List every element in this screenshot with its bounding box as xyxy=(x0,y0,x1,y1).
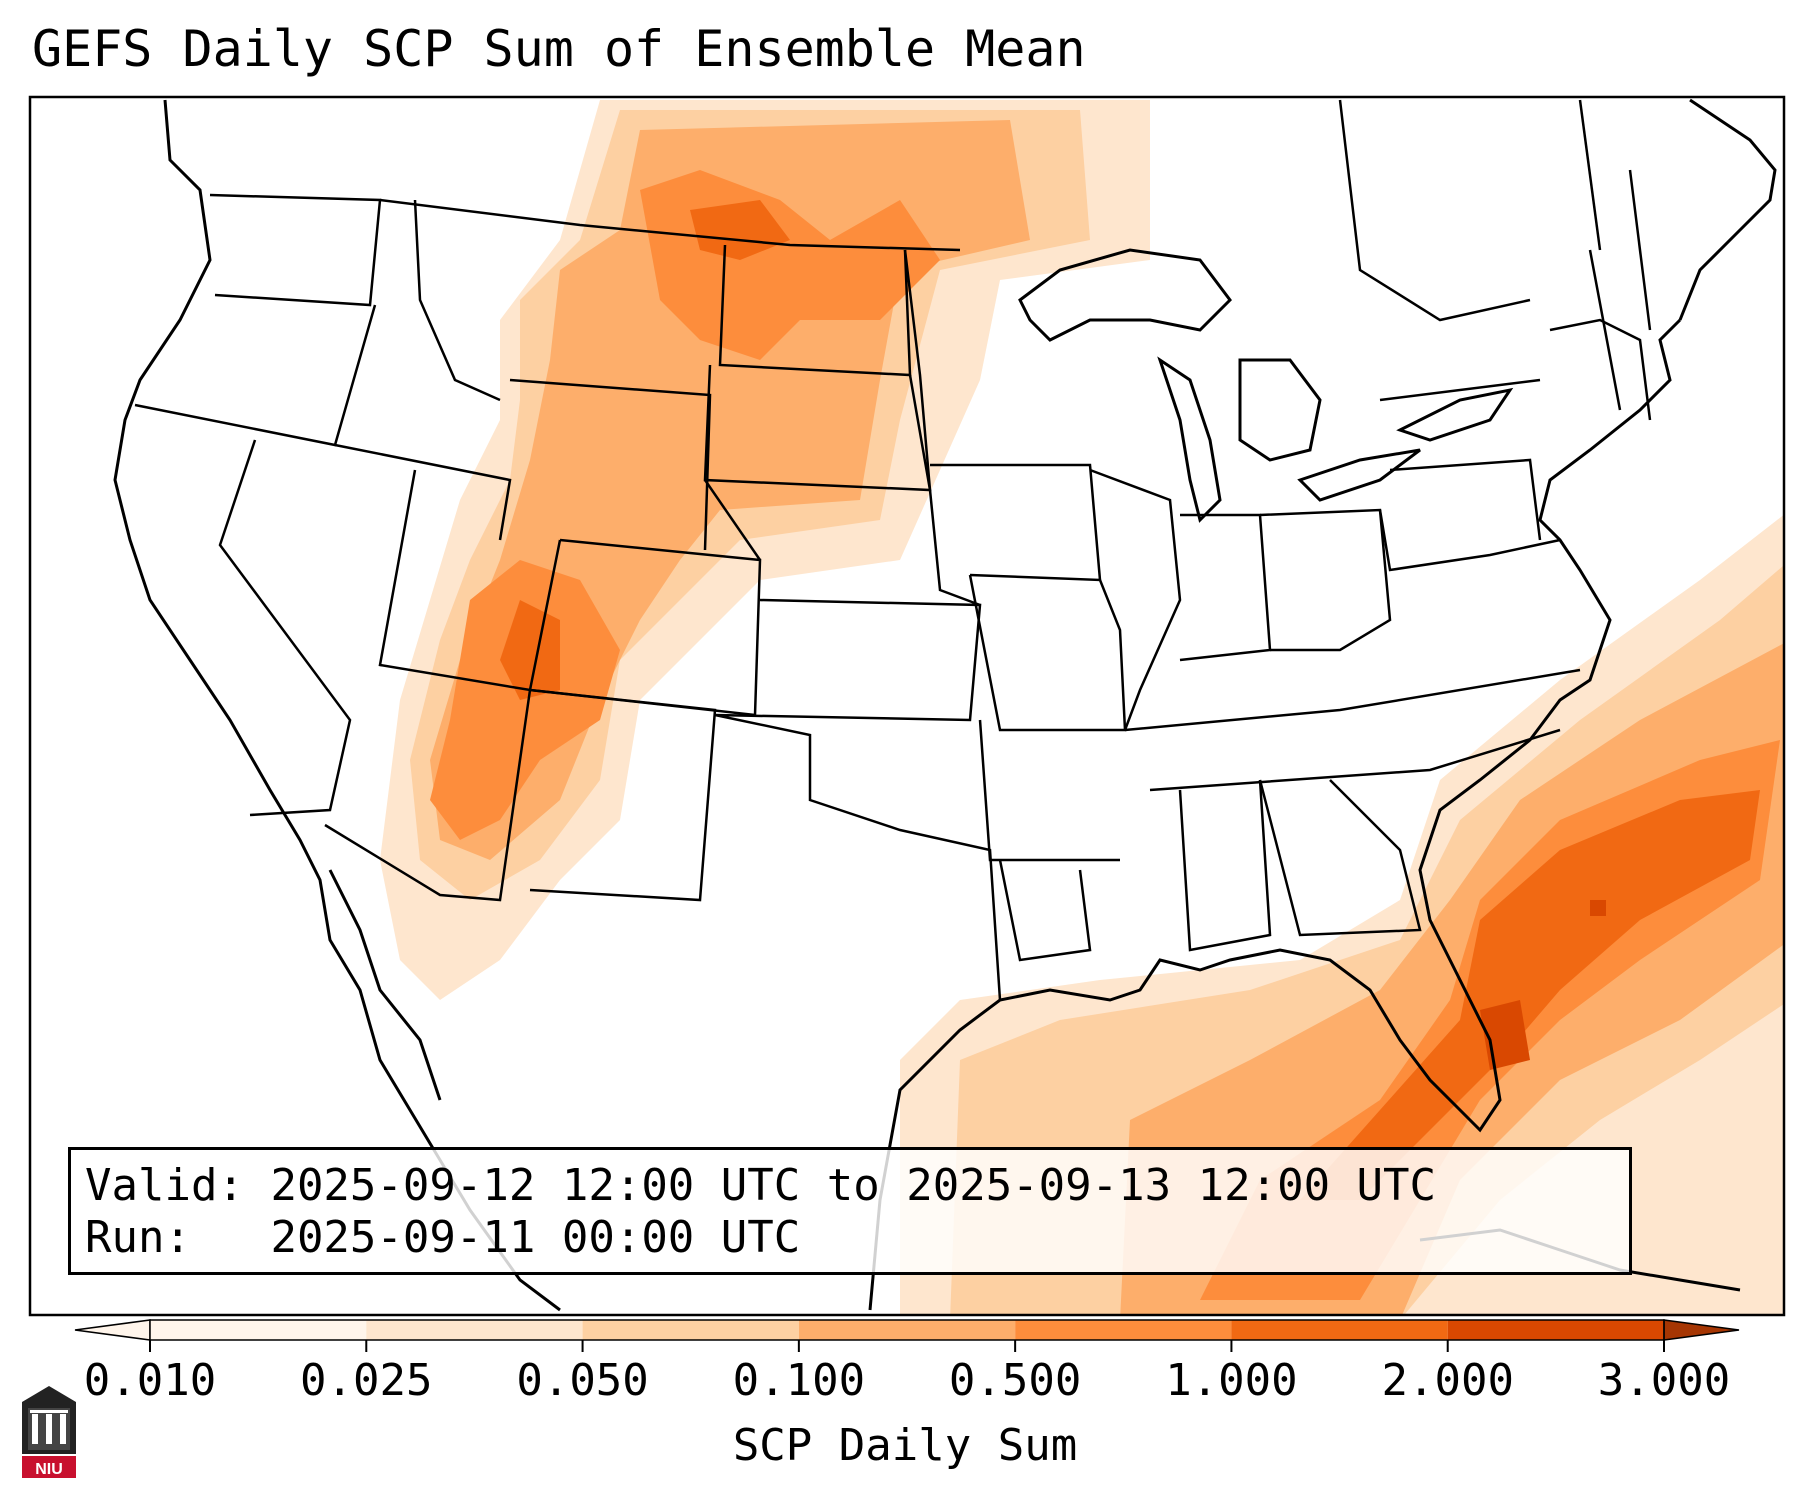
valid-line: Valid: 2025-09-12 12:00 UTC to 2025-09-1… xyxy=(85,1160,1436,1211)
colorbar-tick-label: 0.025 xyxy=(300,1355,433,1406)
colorbar-tick-label: 3.000 xyxy=(1597,1355,1731,1406)
valid-run-box: Valid: 2025-09-12 12:00 UTC to 2025-09-1… xyxy=(68,1147,1632,1275)
great-lakes xyxy=(1018,248,1232,342)
run-value: 2025-09-11 00:00 UTC xyxy=(270,1212,801,1263)
map-title: GEFS Daily SCP Sum of Ensemble Mean xyxy=(32,20,1086,78)
great-lakes xyxy=(1238,358,1322,462)
colorbar-extend-low xyxy=(74,1319,151,1341)
colorbar-segment xyxy=(366,1320,583,1340)
colorbar-tick-label: 0.050 xyxy=(516,1355,649,1406)
colorbar-segment xyxy=(582,1320,799,1340)
scp-field-core xyxy=(500,600,560,700)
valid-label: Valid: xyxy=(85,1160,244,1211)
colorbar-tick-label: 2.000 xyxy=(1381,1355,1514,1406)
scp-field-max xyxy=(1590,900,1606,916)
great-lakes xyxy=(1297,448,1421,502)
northeast-coastline xyxy=(1678,98,1777,321)
colorbar-extend-high xyxy=(1663,1319,1740,1341)
scp-field xyxy=(113,98,1784,1315)
colorbar-segment xyxy=(1231,1320,1448,1340)
valid-value: 2025-09-12 12:00 UTC to 2025-09-13 12:00… xyxy=(270,1160,1437,1211)
colorbar-segment xyxy=(1015,1320,1232,1340)
coastline xyxy=(328,869,442,1101)
colorbar-tick-label: 0.500 xyxy=(948,1355,1082,1406)
great-lakes xyxy=(1157,356,1222,523)
colorbar-segment xyxy=(1447,1320,1664,1340)
scp-field-core xyxy=(690,200,790,260)
colorbar-tick-label: 0.100 xyxy=(732,1355,866,1406)
colorbar-segment xyxy=(150,1320,367,1340)
colorbar xyxy=(74,1319,1740,1352)
map-frame xyxy=(28,95,1786,1317)
map-panel xyxy=(28,95,1786,1317)
gulf-coastline xyxy=(868,318,1682,1311)
niu-logo: NIU xyxy=(22,1386,76,1478)
colorbar-tick-label: 0.010 xyxy=(83,1355,217,1406)
svg-text:NIU: NIU xyxy=(35,1461,63,1478)
colorbar-segment xyxy=(798,1320,1016,1340)
run-label: Run: xyxy=(85,1212,191,1263)
run-line: Run: 2025-09-11 00:00 UTC xyxy=(85,1212,800,1263)
coastline xyxy=(113,99,561,1312)
state-borders xyxy=(134,99,1652,1001)
scp-field-core xyxy=(1300,790,1760,1200)
colorbar-title: SCP Daily Sum xyxy=(732,1420,1078,1471)
great-lakes xyxy=(1396,387,1514,442)
colorbar-outline xyxy=(149,1319,1665,1341)
scp-field-strong xyxy=(430,560,620,840)
colorbar-tick-label: 1.000 xyxy=(1165,1355,1298,1406)
